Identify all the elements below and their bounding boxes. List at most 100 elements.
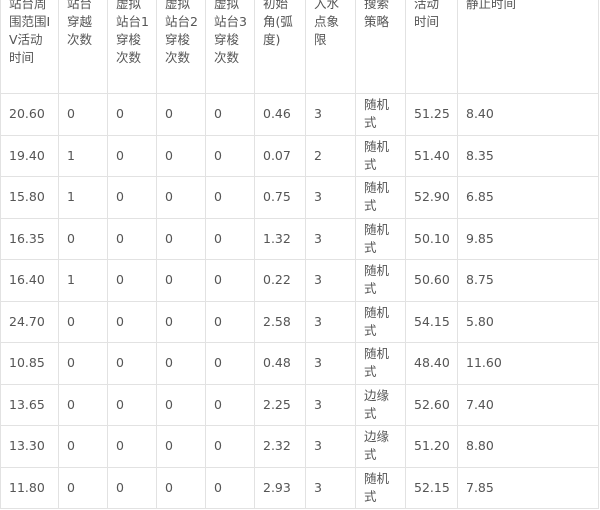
table-cell: 51.25 <box>405 93 458 136</box>
header-cell: 入水点象限 <box>305 0 356 94</box>
table-cell: 0 <box>107 383 157 426</box>
table-row: 10.85 0 0 0 0 0.48 3 随机式 48.40 11.60 <box>0 342 599 385</box>
table-cell: 3 <box>305 342 356 385</box>
table-row: 11.80 0 0 0 0 2.93 3 随机式 52.15 7.85 <box>0 466 599 509</box>
table-cell: 0 <box>205 466 255 509</box>
table-cell: 0 <box>156 342 206 385</box>
table-cell: 0 <box>156 93 206 136</box>
table-cell: 0 <box>156 466 206 509</box>
table-cell: 随机式 <box>355 176 406 219</box>
table-cell: 11.60 <box>457 342 599 385</box>
table-cell: 11.80 <box>0 466 59 509</box>
table-cell: 0 <box>205 425 255 468</box>
table-cell: 0 <box>205 383 255 426</box>
table-cell: 8.80 <box>457 425 599 468</box>
table-cell: 3 <box>305 300 356 343</box>
table-row: 16.40 1 0 0 0 0.22 3 随机式 50.60 8.75 <box>0 259 599 302</box>
table-cell: 0.07 <box>254 134 306 177</box>
table-cell: 0.75 <box>254 176 306 219</box>
table-cell: 48.40 <box>405 342 458 385</box>
table-cell: 3 <box>305 176 356 219</box>
table-cell: 0 <box>156 176 206 219</box>
table-cell: 9.85 <box>457 217 599 260</box>
table-cell: 0 <box>107 217 157 260</box>
table-cell: 随机式 <box>355 466 406 509</box>
table-cell: 0 <box>156 217 206 260</box>
table-row: 13.30 0 0 0 0 2.32 3 边缘式 51.20 8.80 <box>0 425 599 468</box>
table-cell: 0 <box>156 300 206 343</box>
table-cell: 5.80 <box>457 300 599 343</box>
table-cell: 随机式 <box>355 300 406 343</box>
table-cell: 0 <box>205 300 255 343</box>
table-cell: 3 <box>305 425 356 468</box>
table-cell: 0 <box>107 425 157 468</box>
header-cell: 站台周围范围IV活动时间 <box>0 0 59 94</box>
table-cell: 0 <box>58 466 108 509</box>
table-row: 13.65 0 0 0 0 2.25 3 边缘式 52.60 7.40 <box>0 383 599 426</box>
table-cell: 15.80 <box>0 176 59 219</box>
table-cell: 24.70 <box>0 300 59 343</box>
header-cell: 虚拟站台2穿梭次数 <box>156 0 206 94</box>
table-cell: 19.40 <box>0 134 59 177</box>
table-cell: 0 <box>58 342 108 385</box>
table-cell: 随机式 <box>355 259 406 302</box>
table-cell: 0 <box>107 300 157 343</box>
table-cell: 随机式 <box>355 134 406 177</box>
table-cell: 0 <box>156 259 206 302</box>
table-cell: 52.90 <box>405 176 458 219</box>
table-cell: 1.32 <box>254 217 306 260</box>
table-cell: 0 <box>205 134 255 177</box>
table-cell: 0 <box>58 217 108 260</box>
table-cell: 0 <box>205 176 255 219</box>
table-cell: 0 <box>107 342 157 385</box>
table-cell: 2.58 <box>254 300 306 343</box>
table-cell: 0.46 <box>254 93 306 136</box>
table-cell: 0 <box>107 466 157 509</box>
table-cell: 1 <box>58 134 108 177</box>
table-cell: 0 <box>58 383 108 426</box>
table-cell: 20.60 <box>0 93 59 136</box>
header-cell: 站台穿越次数 <box>58 0 108 94</box>
table-cell: 0 <box>107 176 157 219</box>
table-cell: 2.25 <box>254 383 306 426</box>
table-cell: 13.30 <box>0 425 59 468</box>
table-cell: 0 <box>205 259 255 302</box>
table-row: 20.60 0 0 0 0 0.46 3 随机式 51.25 8.40 <box>0 93 599 136</box>
table-cell: 0 <box>205 217 255 260</box>
table-cell: 0 <box>58 300 108 343</box>
table-row: 24.70 0 0 0 0 2.58 3 随机式 54.15 5.80 <box>0 300 599 343</box>
table-cell: 随机式 <box>355 93 406 136</box>
table-cell: 8.35 <box>457 134 599 177</box>
table-cell: 随机式 <box>355 342 406 385</box>
table-cell: 0 <box>205 93 255 136</box>
table-cell: 0 <box>58 425 108 468</box>
table-cell: 0 <box>107 93 157 136</box>
header-cell: 搜索策略 <box>355 0 406 94</box>
table-header: 站台周围范围IV活动时间 站台穿越次数 虚拟站台1穿梭次数 虚拟站台2穿梭次数 虚拟站台… <box>0 0 599 94</box>
table-cell: 16.35 <box>0 217 59 260</box>
table-row: 19.40 1 0 0 0 0.07 2 随机式 51.40 8.35 <box>0 134 599 177</box>
table-cell: 6.85 <box>457 176 599 219</box>
table-cell: 52.15 <box>405 466 458 509</box>
table-cell: 0 <box>156 134 206 177</box>
table-cell: 0 <box>156 383 206 426</box>
table-cell: 0 <box>156 425 206 468</box>
table-cell: 50.10 <box>405 217 458 260</box>
table-cell: 50.60 <box>405 259 458 302</box>
table-cell: 2.32 <box>254 425 306 468</box>
table-cell: 0 <box>107 134 157 177</box>
table-cell: 0.22 <box>254 259 306 302</box>
header-cell: 虚拟站台3穿梭次数 <box>205 0 255 94</box>
table-cell: 54.15 <box>405 300 458 343</box>
table-cell: 3 <box>305 383 356 426</box>
table-cell: 2 <box>305 134 356 177</box>
table-cell: 51.20 <box>405 425 458 468</box>
table-cell: 8.40 <box>457 93 599 136</box>
table-cell: 随机式 <box>355 217 406 260</box>
header-cell: 初始角(弧度) <box>254 0 306 94</box>
header-cell: 活动时间 <box>405 0 458 94</box>
table-cell: 3 <box>305 217 356 260</box>
table-cell: 3 <box>305 259 356 302</box>
